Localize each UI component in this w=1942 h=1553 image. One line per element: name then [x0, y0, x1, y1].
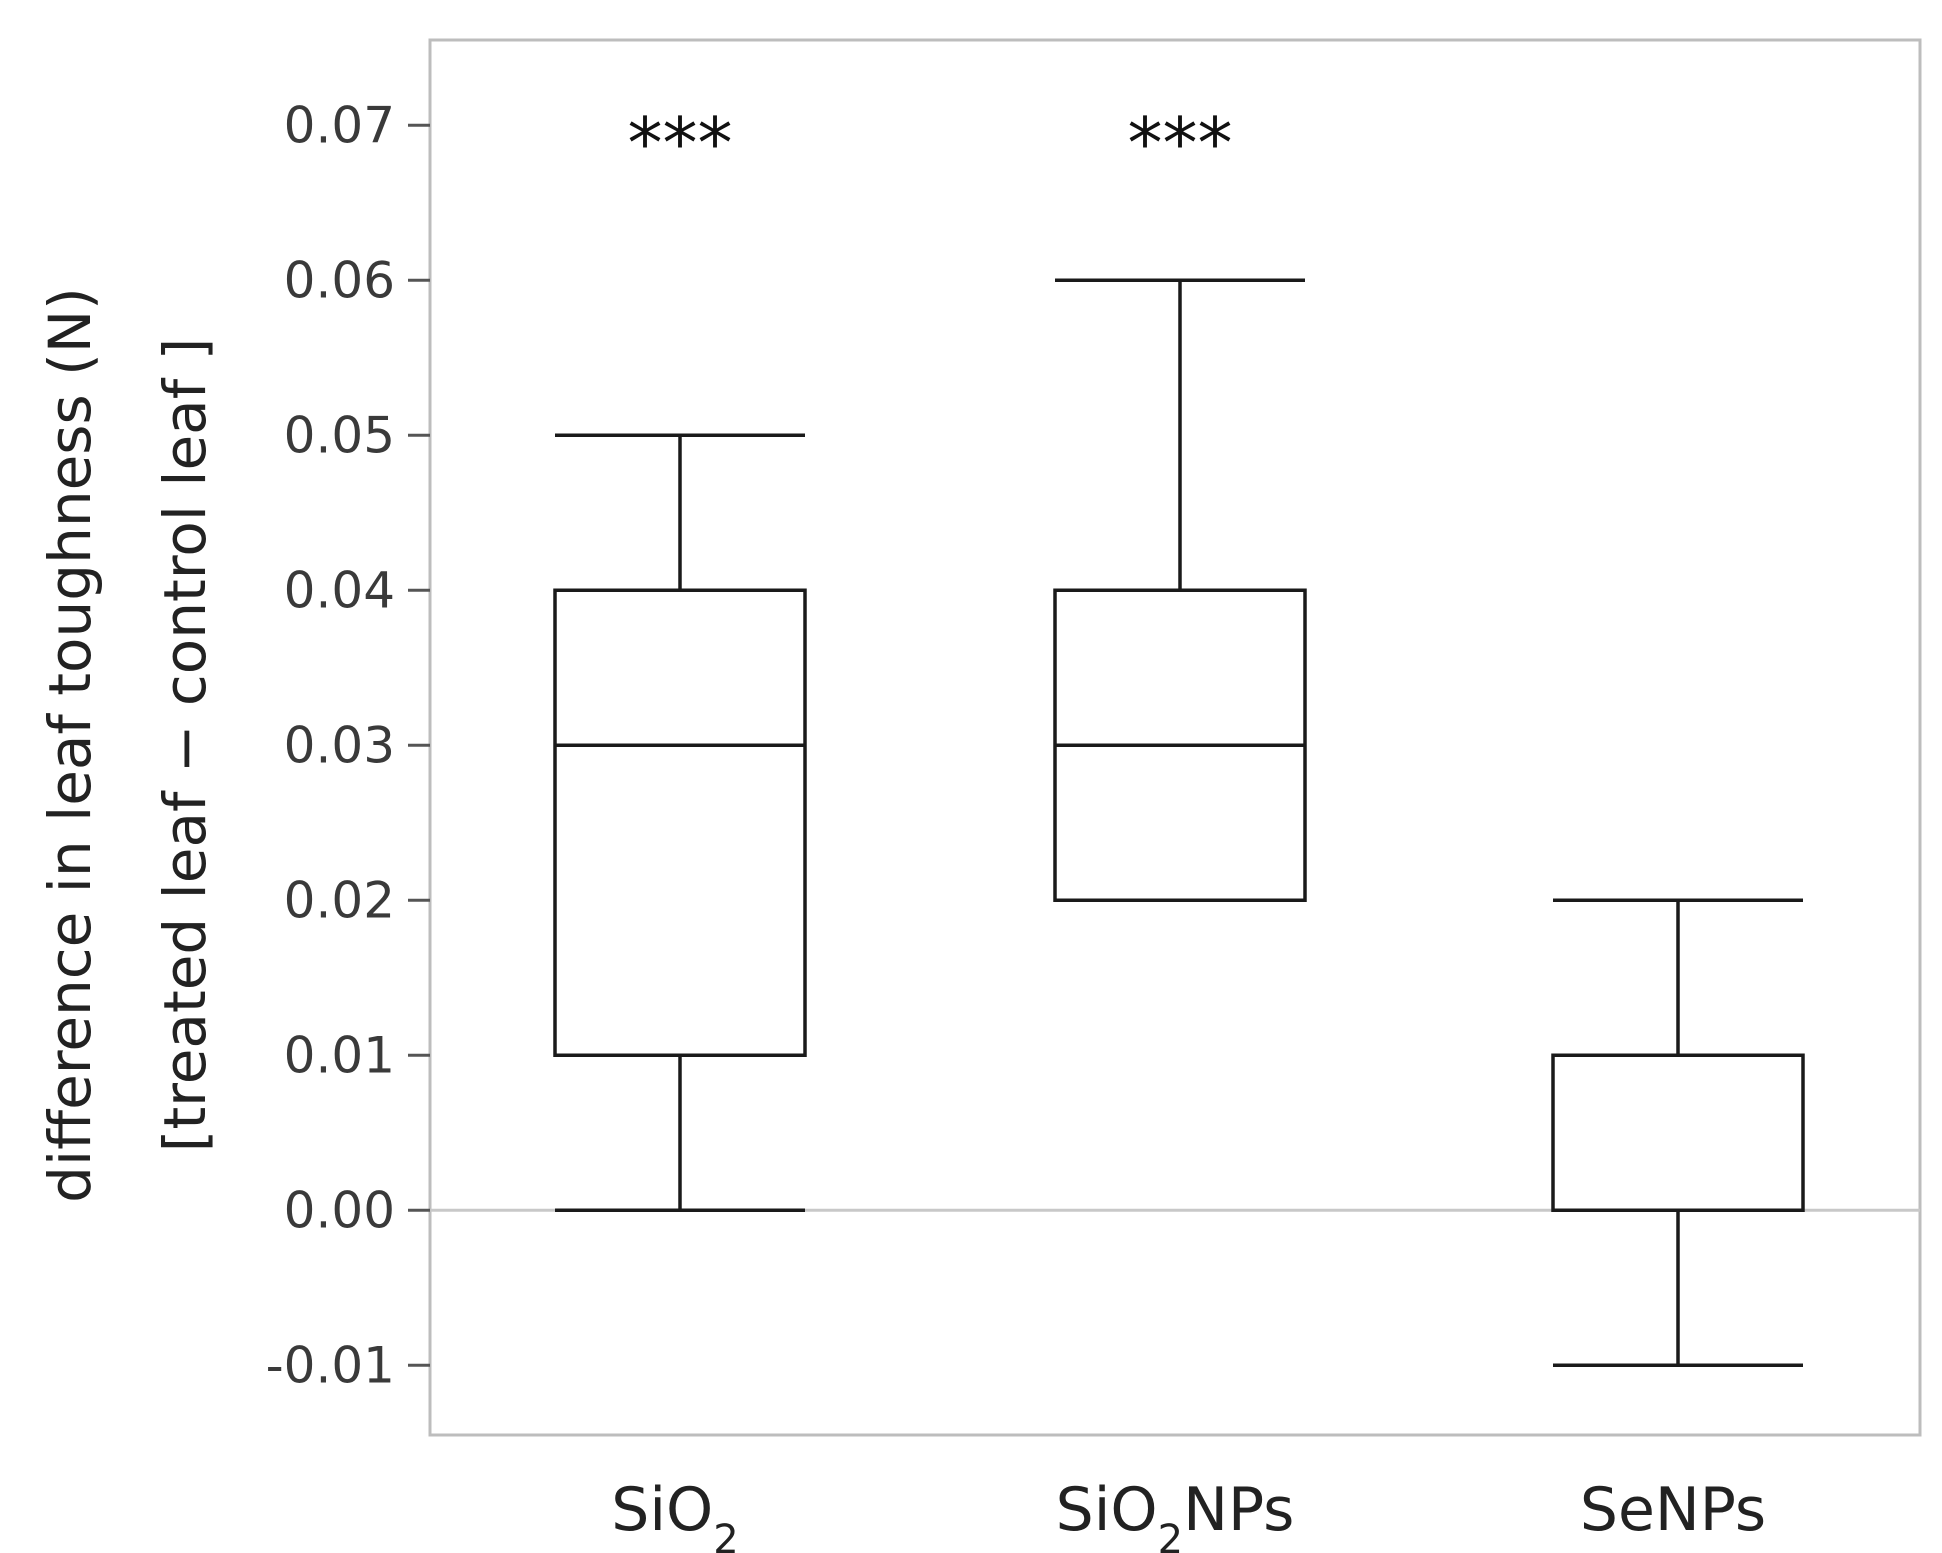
significance-marker: ***	[628, 102, 733, 184]
x-axis-category-labels: SiO2 SiO2NPs SeNPs	[611, 1475, 1766, 1553]
x-category-label: SeNPs	[1580, 1475, 1766, 1545]
y-axis-title-2: [treated leaf − control leaf ]	[151, 338, 219, 1152]
box-1	[553, 433, 807, 1212]
y-tick-label: 0.05	[284, 406, 395, 464]
category-base-text: SiO	[1056, 1475, 1158, 1545]
category-subscript: 2	[713, 1517, 738, 1553]
category-subscript: 2	[1158, 1517, 1183, 1553]
category-suffix-text: NPs	[1183, 1475, 1294, 1545]
y-tick-label: 0.02	[284, 871, 395, 929]
plot-area-frame	[428, 38, 1922, 1437]
box-3	[1551, 898, 1805, 1367]
y-tick-label: 0.01	[284, 1026, 395, 1084]
category-base-text: SiO	[611, 1475, 713, 1545]
box-2	[1053, 278, 1307, 902]
iqr-box	[1551, 1053, 1805, 1212]
iqr-box	[553, 588, 807, 1057]
x-category-label: SiO2	[611, 1475, 738, 1553]
y-tick-label: -0.01	[266, 1336, 395, 1394]
x-category-label: SiO2NPs	[1056, 1475, 1295, 1553]
y-tick-label: 0.04	[284, 561, 395, 619]
y-tick-label: 0.06	[284, 251, 395, 309]
y-tick-label: 0.03	[284, 716, 395, 774]
box-series	[553, 278, 1805, 1367]
y-tick-label: 0.07	[284, 96, 395, 154]
y-tick-label: 0.00	[284, 1181, 395, 1239]
category-base-text: SeNPs	[1580, 1475, 1766, 1545]
y-axis-title-line1: difference in leaf toughness (N)	[36, 287, 104, 1203]
significance-marker: ***	[1128, 102, 1233, 184]
y-axis-title-line2: [treated leaf − control leaf ]	[151, 338, 219, 1152]
y-axis-ticks: -0.01 0.00 0.01 0.02 0.03 0.04 0.05 0.06 0.07	[266, 96, 430, 1394]
significance-annotations: *** ***	[628, 102, 1233, 184]
y-axis-title: difference in leaf toughness (N)	[36, 287, 104, 1203]
